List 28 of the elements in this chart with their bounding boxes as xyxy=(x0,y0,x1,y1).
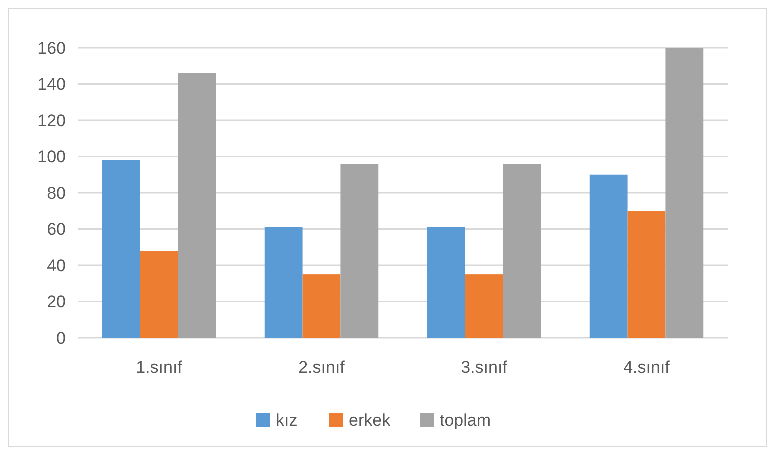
x-tick-label: 4.sınıf xyxy=(624,358,670,377)
bar xyxy=(264,227,303,338)
bar xyxy=(102,160,140,338)
bar xyxy=(590,174,628,338)
bar xyxy=(503,164,542,338)
y-tick-label: 40 xyxy=(47,256,66,276)
bar xyxy=(628,211,666,338)
x-tick-label: 1.sınıf xyxy=(136,358,183,377)
y-tick-label: 20 xyxy=(47,292,66,312)
bar xyxy=(140,251,178,338)
y-tick-label: 80 xyxy=(47,184,66,203)
x-tick-label: 3.sınıf xyxy=(461,358,508,377)
legend-label: kız xyxy=(276,410,298,430)
y-tick-label: 120 xyxy=(38,111,66,130)
legend-label: erkek xyxy=(349,410,392,430)
x-tick-label: 2.sınıf xyxy=(298,358,346,377)
y-tick-label: 100 xyxy=(38,148,66,167)
bar xyxy=(666,48,704,338)
y-tick-label: 60 xyxy=(47,220,66,240)
y-tick-label: 140 xyxy=(38,75,66,94)
bar xyxy=(427,227,466,338)
bar xyxy=(340,164,379,338)
bar xyxy=(178,73,216,338)
y-tick-label: 160 xyxy=(38,38,66,58)
legend-label: toplam xyxy=(440,410,492,430)
y-tick-label: 0 xyxy=(56,328,66,348)
bar xyxy=(302,274,341,338)
bar xyxy=(465,274,504,338)
